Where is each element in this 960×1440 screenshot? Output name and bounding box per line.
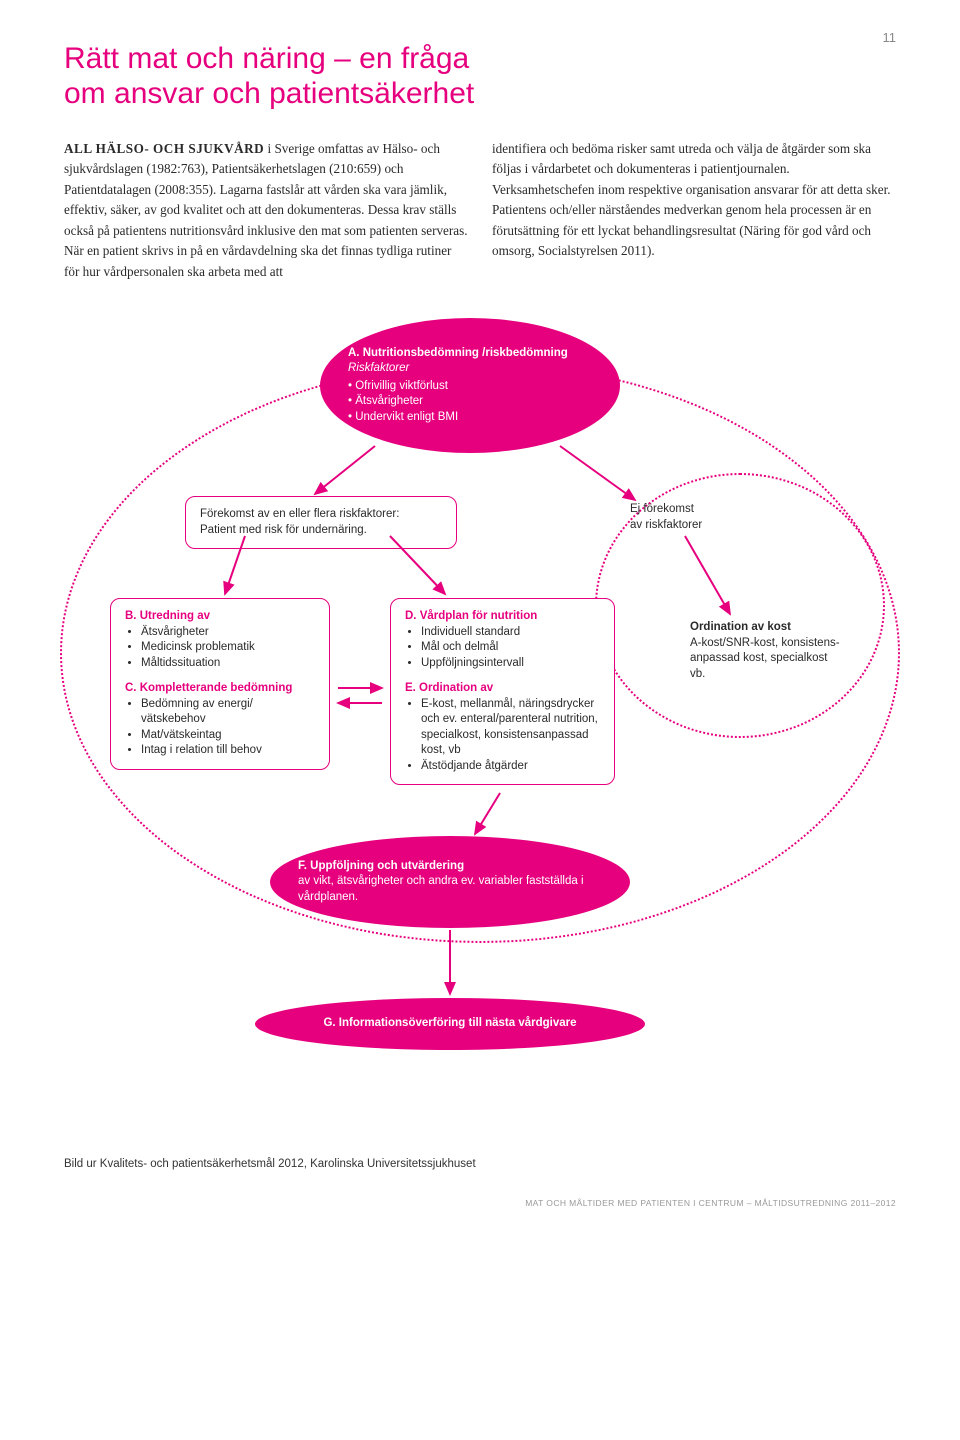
bullet: • Ätsvårigheter [348, 394, 592, 410]
nutrition-flowchart: A. Nutritionsbedömning /riskbedömning Ri… [70, 318, 890, 1078]
node-a-nutrition-assessment: A. Nutritionsbedömning /riskbedömning Ri… [320, 318, 620, 453]
page-title: Rätt mat och näring – en fråga om ansvar… [64, 42, 896, 111]
box-no-risk: Ej förekomst av riskfaktorer [630, 502, 750, 533]
node-f-followup: F. Uppföljning och utvärdering av vikt, … [270, 836, 630, 928]
bullet: E-kost, mellanmål, näringsdrycker och ev… [421, 697, 600, 759]
page-number: 11 [883, 30, 897, 45]
bullet: Måltidssituation [141, 656, 315, 672]
bullet: Ätsvårigheter [141, 625, 315, 641]
box-ordination: Ordination av kost A-kost/SNR-kost, kons… [690, 620, 840, 682]
bullet: Mål och delmål [421, 640, 600, 656]
bullet: Bedömning av energi/ vätskebehov [141, 697, 315, 728]
figure-caption: Bild ur Kvalitets- och patientsäkerhetsm… [64, 1158, 896, 1170]
bullet: Individuell standard [421, 625, 600, 641]
bullet: • Ofrivillig viktförlust [348, 379, 592, 395]
bullet: Mat/vätskeintag [141, 728, 315, 744]
column-2: identifiera och bedöma risker samt utred… [492, 139, 896, 282]
intro-caps: ALL HÄLSO- OCH SJUKVÅRD [64, 141, 264, 156]
node-g-transfer: G. Informationsöverföring till nästa vår… [255, 998, 645, 1050]
bullet: • Undervikt enligt BMI [348, 410, 592, 426]
bullet: Intag i relation till behov [141, 743, 315, 759]
bullet: Uppföljningsintervall [421, 656, 600, 672]
body-columns: ALL HÄLSO- OCH SJUKVÅRD i Sverige omfatt… [64, 139, 896, 282]
box-d-e: D. Vårdplan för nutrition Individuell st… [390, 598, 615, 785]
page-footer: MAT OCH MÅLTIDER MED PATIENTEN I CENTRUM… [64, 1198, 896, 1208]
column-1: ALL HÄLSO- OCH SJUKVÅRD i Sverige omfatt… [64, 139, 468, 282]
bullet: Ätstödjande åtgärder [421, 759, 600, 775]
bullet: Medicinsk problematik [141, 640, 315, 656]
box-b-c: B. Utredning av Ätsvårigheter Medicinsk … [110, 598, 330, 770]
box-risk-present: Förekomst av en eller flera riskfaktorer… [185, 496, 457, 549]
